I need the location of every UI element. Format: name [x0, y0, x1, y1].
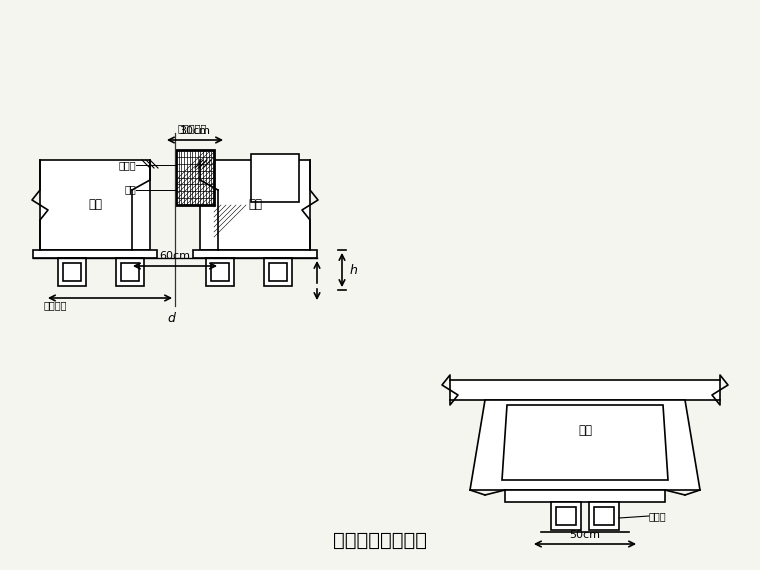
Polygon shape: [193, 250, 317, 258]
Polygon shape: [502, 405, 668, 480]
Text: 主梁: 主梁: [578, 424, 592, 437]
Polygon shape: [589, 502, 619, 530]
Polygon shape: [40, 160, 150, 250]
Polygon shape: [594, 507, 614, 525]
Text: 主梁: 主梁: [248, 198, 262, 211]
Text: h: h: [350, 263, 358, 276]
Text: 60cm: 60cm: [160, 251, 191, 261]
Polygon shape: [556, 507, 576, 525]
Polygon shape: [551, 502, 581, 530]
Polygon shape: [121, 263, 139, 281]
Polygon shape: [211, 263, 229, 281]
Text: 制造就线: 制造就线: [43, 300, 67, 310]
Polygon shape: [63, 263, 81, 281]
Polygon shape: [470, 400, 700, 490]
Polygon shape: [269, 263, 287, 281]
Polygon shape: [116, 258, 144, 286]
Polygon shape: [450, 380, 720, 400]
Polygon shape: [251, 153, 299, 202]
Polygon shape: [58, 258, 86, 286]
Text: 桥墩中心线: 桥墩中心线: [178, 123, 207, 133]
Polygon shape: [33, 250, 157, 258]
Text: 钢垫板: 钢垫板: [649, 511, 667, 521]
Polygon shape: [505, 490, 665, 502]
Text: 钢管桩: 钢管桩: [119, 160, 136, 170]
Text: 非连续端临时支座: 非连续端临时支座: [333, 531, 427, 550]
Text: 30cm: 30cm: [179, 126, 211, 136]
Text: 50cm: 50cm: [569, 530, 600, 540]
Text: 主梁: 主梁: [88, 198, 102, 211]
Text: 沙袋: 沙袋: [124, 185, 136, 194]
Polygon shape: [176, 150, 214, 205]
Text: d: d: [167, 312, 175, 325]
Polygon shape: [264, 258, 292, 286]
Polygon shape: [206, 258, 234, 286]
Polygon shape: [200, 160, 310, 250]
